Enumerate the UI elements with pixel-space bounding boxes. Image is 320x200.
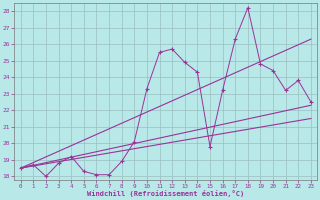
X-axis label: Windchill (Refroidissement éolien,°C): Windchill (Refroidissement éolien,°C) — [87, 190, 244, 197]
